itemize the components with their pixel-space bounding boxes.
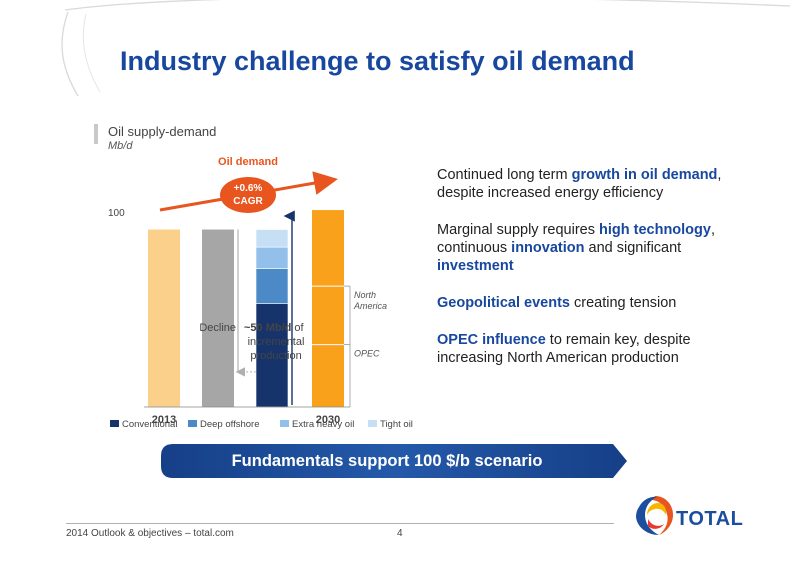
bullet-3: Geopolitical events creating tension bbox=[437, 294, 737, 312]
x-tick-label-2013: 2013 bbox=[152, 414, 176, 426]
page-title: Industry challenge to satisfy oil demand bbox=[120, 46, 635, 76]
chart-unit: Mb/d bbox=[108, 140, 133, 152]
bullet-text: to remain key, despite increasing North … bbox=[437, 332, 691, 366]
bar-2030 bbox=[312, 210, 344, 407]
total-logo-text: TOTAL bbox=[676, 508, 744, 530]
cagr-badge bbox=[220, 177, 276, 213]
bullet-2: Marginal supply requires high technology… bbox=[437, 221, 737, 275]
cagr-value: +0.6% bbox=[234, 183, 263, 194]
legend-swatch-conventional bbox=[110, 420, 119, 427]
bullet-highlight: growth in oil demand bbox=[571, 167, 718, 183]
bar-incremental-tight-oil bbox=[255, 229, 289, 248]
banner-background bbox=[161, 444, 627, 478]
incremental-annotation-line1: ~50 Mb/d of bbox=[244, 322, 305, 334]
bar-decline bbox=[202, 229, 234, 407]
bullet-highlight: high technology bbox=[599, 222, 711, 238]
legend-label-tight-oil: Tight oil bbox=[380, 419, 413, 430]
legend-label-deep-offshore: Deep offshore bbox=[200, 419, 260, 430]
bullet-text: creating tension bbox=[569, 295, 677, 311]
bullet-4: OPEC influence to remain key, despite in… bbox=[437, 331, 737, 367]
incremental-annotation-line2: incremental bbox=[248, 336, 305, 348]
bar-2013 bbox=[148, 229, 180, 407]
chart-title-marker bbox=[94, 124, 98, 144]
bullet-highlight: OPEC influence bbox=[437, 332, 546, 348]
y-tick-label: 100 bbox=[108, 208, 125, 219]
bullet-highlight: Geopolitical events bbox=[437, 295, 570, 311]
chart-title: Oil supply-demand bbox=[108, 124, 217, 139]
incremental-annotation-line3: production bbox=[250, 350, 301, 362]
decline-annotation-word: Decline bbox=[199, 322, 236, 334]
legend-label-extra-heavy-oil: Extra heavy oil bbox=[292, 419, 354, 430]
legend-swatch-deep-offshore bbox=[188, 420, 197, 427]
supply-demand-chart: 100 North America OPEC 2013 2030 Oil demand +0.… bbox=[108, 156, 413, 430]
legend-swatch-tight-oil bbox=[368, 420, 377, 427]
page-number: 4 bbox=[397, 528, 403, 539]
sub-label-north-america: North America bbox=[353, 290, 387, 311]
oil-demand-label: Oil demand bbox=[218, 156, 278, 168]
bar-incremental-conventional bbox=[255, 303, 289, 408]
banner-text: Fundamentals support 100 $/b scenario bbox=[231, 452, 543, 470]
legend-swatch-extra-heavy-oil bbox=[280, 420, 289, 427]
bullet-1: Continued long term growth in oil demand… bbox=[437, 166, 737, 202]
bullet-text: Continued long term bbox=[437, 167, 572, 183]
x-tick-label-2030: 2030 bbox=[316, 414, 340, 426]
sub-label-opec: OPEC bbox=[354, 349, 380, 359]
bullet-text: , despite increased energy efficiency bbox=[437, 167, 722, 201]
bar-incremental-deep-offshore bbox=[255, 268, 289, 304]
bar-incremental-extra-heavy-oil bbox=[255, 246, 289, 269]
bullet-list: Continued long term growth in oil demand… bbox=[437, 166, 737, 386]
cagr-unit: CAGR bbox=[233, 196, 263, 207]
bullet-text: , continuous bbox=[437, 222, 715, 256]
bullet-highlight: investment bbox=[437, 258, 514, 274]
footer-divider bbox=[66, 523, 614, 524]
bullet-highlight: innovation bbox=[511, 240, 585, 256]
bullet-text: Marginal supply requires bbox=[437, 222, 599, 238]
total-logo-icon bbox=[636, 496, 673, 535]
footer-text: 2014 Outlook & objectives – total.com bbox=[66, 528, 234, 539]
legend-label-conventional: Conventional bbox=[122, 419, 177, 430]
bullet-text: and significant bbox=[584, 240, 682, 256]
